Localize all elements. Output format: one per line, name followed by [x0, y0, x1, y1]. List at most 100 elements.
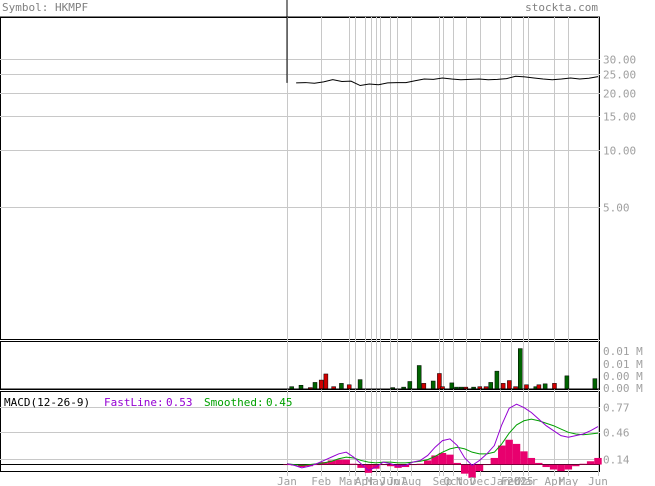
x-axis-label-7: Aug: [401, 475, 421, 486]
x-axis-label-18: Jun: [588, 475, 608, 486]
x-axis-label-9: Oct: [443, 475, 463, 486]
macd-histogram-bar-17: [409, 464, 417, 466]
price-axis-tick-1: 25.00: [603, 69, 636, 82]
macd-histogram-bar-28: [490, 457, 499, 465]
x-axis-label-3: Apr: [355, 475, 375, 486]
macd-fast-value: 0.53: [166, 396, 193, 409]
macd-histogram-bar-40: [579, 463, 587, 465]
volume-bar-34: [542, 383, 548, 390]
macd-histogram-bar-4: [312, 464, 321, 466]
volume-bar-13: [416, 365, 422, 390]
macd-histogram-bar-18: [416, 463, 424, 465]
macd-histogram-bar-39: [572, 464, 580, 467]
volume-bar-30: [518, 348, 523, 390]
macd-histogram-bar-41: [586, 461, 595, 465]
macd-histogram-bar-31: [512, 443, 521, 465]
x-axis-label-10: Nov: [456, 475, 476, 486]
x-axis-label-17: May: [559, 475, 579, 486]
volume-bar-1: [298, 384, 304, 390]
volume-bar-5: [323, 373, 329, 390]
volume-bar-35: [552, 383, 557, 390]
macd-histogram-bar-25: [468, 464, 476, 478]
volume-bar-18: [449, 382, 455, 390]
macd-histogram-bar-0: [283, 464, 291, 466]
macd-histogram-bar-9: [349, 463, 358, 465]
macd-histogram-bar-27: [483, 464, 491, 466]
macd-histogram-bar-21: [438, 452, 447, 465]
symbol-label: Symbol: HKMPF: [2, 1, 88, 14]
macd-histogram-bar-26: [475, 464, 484, 472]
x-axis-label-1: Feb: [311, 475, 331, 486]
volume-bar-36: [564, 375, 570, 390]
macd-histogram-bar-10: [357, 464, 365, 468]
volume-axis-tick-3: 0.00 M: [603, 382, 643, 395]
volume-axis-tick-0: 0.01 M: [603, 345, 643, 358]
x-axis-label-2: Mar: [339, 475, 359, 486]
macd-fast-line: [286, 403, 599, 471]
macd-axis-tick-1: 0.46: [603, 427, 630, 440]
volume-axis-tick-2: 0.00 M: [603, 370, 643, 383]
x-axis-label-14: 2025: [507, 475, 534, 486]
volume-bar-14: [421, 383, 427, 390]
macd-histogram-bar-3: [305, 464, 313, 467]
volume-panel: 0.01 M0.01 M0.00 M0.00 M: [0, 345, 643, 395]
macd-histogram-bar-14: [386, 464, 395, 467]
macd-fast-label: FastLine:: [104, 396, 164, 409]
macd-histogram-bar-30: [505, 439, 513, 465]
volume-bar-9: [357, 379, 363, 390]
macd-histogram-bar-24: [461, 464, 469, 474]
macd-histogram-bar-33: [527, 457, 536, 465]
macd-histogram-bar-13: [379, 464, 387, 466]
macd-smoothed-label: Smoothed:: [204, 396, 264, 409]
volume-bar-31: [524, 384, 529, 390]
macd-axis-tick-0: 0.77: [603, 402, 630, 415]
volume-bar-15: [430, 380, 436, 390]
x-axis-label-13: Feb: [501, 475, 521, 486]
macd-histogram-bar-6: [327, 460, 336, 465]
volume-bar-7: [339, 383, 344, 390]
macd-panel: 0.77 0.46 0.14 MACD(12-26-9) FastLine: 0.53 Sm…: [0, 396, 630, 478]
volume-bar-27: [500, 383, 506, 390]
price-axis-tick-4: 10.00: [603, 145, 636, 158]
x-axis-label-15: Mar: [518, 475, 538, 486]
macd-smoothed-value: 0.45: [266, 396, 293, 409]
macd-histogram-bar-35: [542, 464, 550, 468]
macd-label: MACD(12-26-9): [4, 396, 90, 409]
macd-histogram-bar-22: [446, 454, 454, 465]
macd-smoothed-line: [286, 418, 599, 466]
volume-bar-8: [346, 384, 352, 390]
volume-bar-28: [507, 380, 512, 390]
volume-bar-25: [488, 382, 493, 390]
volume-bar-4: [318, 379, 324, 390]
macd-histogram-bar-8: [342, 459, 350, 465]
volume-bar-26: [494, 370, 500, 390]
macd-histogram-bar-42: [594, 457, 602, 465]
macd-histogram-bar-11: [364, 464, 373, 473]
volume-bar-12: [407, 381, 413, 390]
macd-histogram-bar-29: [498, 445, 506, 465]
x-axis-label-5: Jun: [380, 475, 400, 486]
x-axis-label-8: Sep: [433, 475, 453, 486]
x-axis-label-16: Apr: [545, 475, 565, 486]
x-axis-label-11: Dec: [470, 475, 490, 486]
price-axis-tick-5: 5.00: [603, 202, 630, 215]
panel-border-2: [0, 391, 600, 472]
panel-border-0: [0, 17, 600, 340]
macd-histogram-bar-20: [431, 455, 439, 465]
macd-histogram-bar-7: [335, 459, 343, 465]
x-axis-label-6: Jul: [387, 475, 407, 486]
price-axis-tick-0: 30.00: [603, 54, 636, 67]
volume-bar-3: [312, 382, 318, 390]
price-line: [296, 75, 599, 87]
macd-histogram-bar-36: [549, 464, 558, 470]
volume-bar-37: [592, 378, 598, 390]
macd-histogram-bar-23: [453, 462, 462, 465]
price-panel: 30.00 25.00 20.00 15.00 10.00 5.00: [0, 0, 636, 215]
macd-histogram-bar-19: [423, 460, 432, 465]
volume-axis-tick-1: 0.01 M: [603, 358, 643, 371]
site-name: stockta.com: [525, 1, 598, 14]
macd-histogram-bar-34: [535, 462, 543, 465]
